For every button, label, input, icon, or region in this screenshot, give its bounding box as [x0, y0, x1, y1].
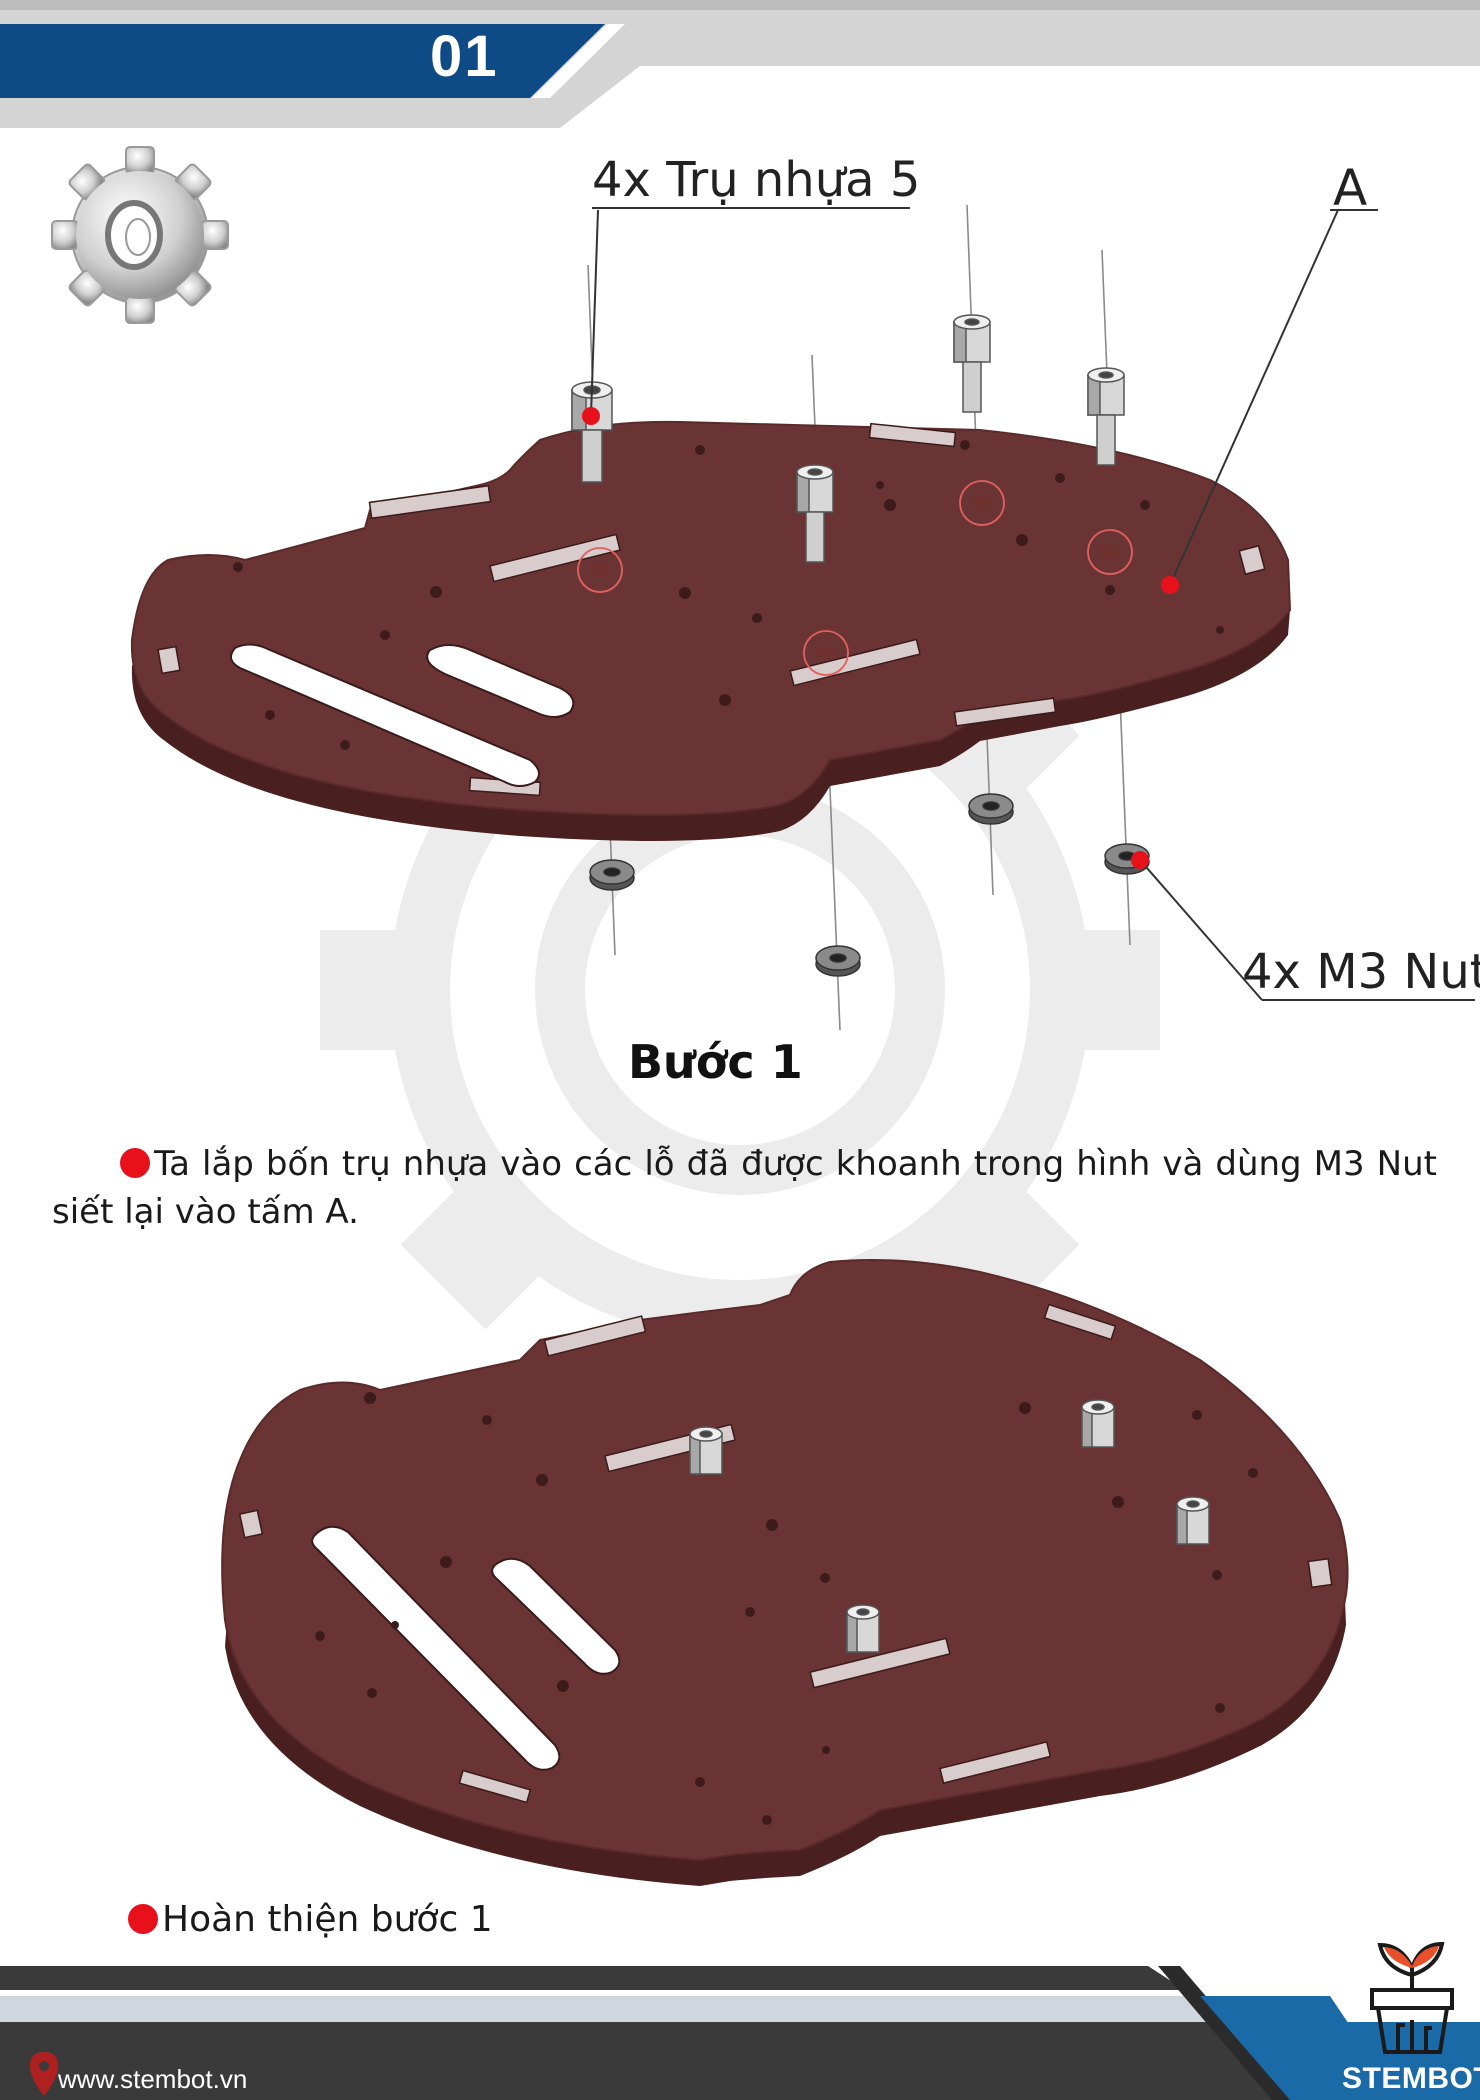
instruction-paragraph: Ta lắp bốn trụ nhựa vào các lỗ đã được k…	[52, 1140, 1437, 1236]
label-m3-nuts: 4x M3 Nut	[1242, 944, 1480, 1000]
completion-note: Hoàn thiện bước 1	[128, 1895, 728, 1945]
bullet-icon	[120, 1148, 150, 1178]
step-number: 01	[430, 24, 499, 89]
bullet-icon	[128, 1904, 158, 1934]
label-plate-a: A	[1333, 159, 1368, 217]
brand-name: STEMBOT	[1342, 2062, 1480, 2095]
instruction-text: Ta lắp bốn trụ nhựa vào các lỗ đã được k…	[52, 1144, 1437, 1232]
label-plastic-pillars: 4x Trụ nhựa 5	[592, 152, 921, 208]
website-url[interactable]: www.stembot.vn	[58, 2064, 248, 2094]
completion-text: Hoàn thiện bước 1	[162, 1899, 493, 1940]
step-title: Bước 1	[628, 1035, 803, 1089]
